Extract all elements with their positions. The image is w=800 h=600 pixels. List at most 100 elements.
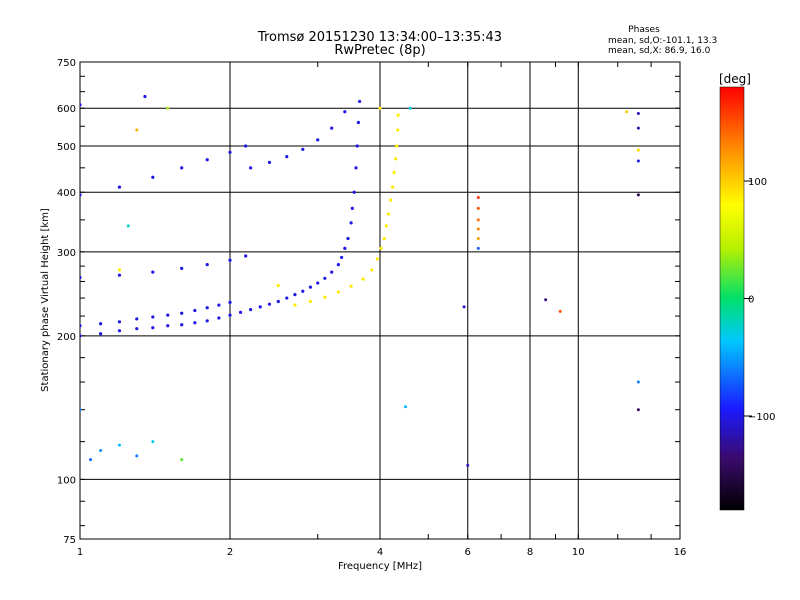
x-tick-label: 1 xyxy=(77,547,83,558)
trace-point-o xyxy=(244,144,248,148)
trace-point-o xyxy=(356,120,360,125)
colorbar xyxy=(719,86,745,511)
trace-point-x xyxy=(388,198,393,202)
scatter-point xyxy=(135,128,139,132)
y-tick-label: 75 xyxy=(63,535,76,546)
trace-point-o xyxy=(285,155,289,159)
trace-point-x xyxy=(396,128,400,132)
x-axis-label: Frequency [MHz] xyxy=(338,561,422,572)
trace-point-o xyxy=(228,300,232,305)
trace-point-x xyxy=(117,268,122,272)
trace-point-o xyxy=(354,166,358,170)
x-tick-label: 16 xyxy=(674,547,687,558)
trace-point-o xyxy=(258,305,262,309)
y-tick-label: 750 xyxy=(57,58,76,69)
trace-point-o xyxy=(99,322,103,326)
trace-point-o xyxy=(293,293,297,297)
scatter-point xyxy=(636,111,640,115)
trace-point-o xyxy=(99,332,103,336)
x-tick-label: 10 xyxy=(572,547,585,558)
trace-point-o xyxy=(151,175,155,179)
trace-point-o xyxy=(143,94,147,99)
y-tick-label: 300 xyxy=(57,248,76,259)
scatter-point xyxy=(558,309,562,313)
trace-point-o xyxy=(80,275,82,280)
minor-ticks xyxy=(79,61,681,539)
trace-point-o xyxy=(135,327,139,331)
trace-point-o xyxy=(180,166,184,170)
trace-point-o xyxy=(217,316,221,320)
trace-point-x xyxy=(378,106,382,110)
scatter-point xyxy=(476,236,480,240)
scatter-point xyxy=(476,195,480,199)
trace-point-o xyxy=(205,158,209,162)
scatter-point xyxy=(476,246,480,250)
y-tick-label: 400 xyxy=(57,188,76,199)
scatter-point xyxy=(99,448,103,452)
trace-point-o xyxy=(117,185,122,189)
trace-point-o xyxy=(352,190,356,194)
scatter-point xyxy=(625,110,629,114)
scatter-point xyxy=(80,408,82,412)
phases-note-title: Phases xyxy=(628,25,660,35)
trace-point-x xyxy=(308,299,313,304)
trace-point-o xyxy=(249,166,253,170)
scatter-point xyxy=(544,298,548,302)
scatter-point xyxy=(476,218,480,222)
trace-point-o xyxy=(316,138,320,142)
trace-point-o xyxy=(80,324,82,328)
scatter-point xyxy=(636,126,640,130)
trace-point-o xyxy=(244,254,248,258)
trace-point-o xyxy=(346,236,350,241)
trace-point-o xyxy=(330,126,334,130)
trace-point-o xyxy=(301,289,305,293)
scatter-point xyxy=(476,227,480,231)
scatter-point xyxy=(180,458,184,462)
trace-point-x xyxy=(394,157,398,161)
trace-point-o xyxy=(205,319,209,323)
y-axis-ticks: 75 100 200 300 400 500 600 750 xyxy=(57,58,76,546)
trace-point-o xyxy=(343,246,347,250)
trace-point-o xyxy=(151,270,155,274)
trace-point-x xyxy=(323,295,327,299)
trace-point-x xyxy=(375,257,379,261)
colorbar-tick-label: 100 xyxy=(748,177,767,188)
x-axis-ticks: 1 2 4 6 8 10 16 xyxy=(77,547,687,558)
scatter-point xyxy=(166,106,170,110)
trace-point-x xyxy=(382,236,386,241)
colorbar-tick-label: −100 xyxy=(748,412,775,423)
colorbar-unit: [deg] xyxy=(719,72,751,86)
x-tick-label: 2 xyxy=(227,547,233,558)
colorbar-ticks: −100 0 100 xyxy=(744,177,775,423)
trace-point-o xyxy=(166,313,170,317)
trace-point-o xyxy=(151,326,155,330)
x-tick-label: 8 xyxy=(527,547,533,558)
scatter-point xyxy=(462,305,466,309)
trace-point-o xyxy=(180,323,184,327)
trace-point-o xyxy=(228,313,232,317)
trace-point-o xyxy=(330,270,334,274)
chart-subtitle: RwPretec (8p) xyxy=(334,43,425,58)
scatter-point xyxy=(126,224,130,228)
trace-point-x xyxy=(276,283,280,288)
scatter-point xyxy=(135,454,139,458)
trace-point-o xyxy=(151,315,155,319)
phases-note-x: mean, sd,X: 86.9, 16.0 xyxy=(608,46,711,56)
trace-point-o xyxy=(193,321,197,325)
trace-point-o xyxy=(193,308,197,313)
trace-point-o xyxy=(285,296,289,300)
trace-point-o xyxy=(217,303,221,307)
trace-point-o xyxy=(301,147,305,151)
trace-point-o xyxy=(117,320,122,324)
trace-point-o xyxy=(205,263,209,267)
scatter-point xyxy=(476,206,480,210)
trace-point-o xyxy=(228,150,232,154)
trace-point-o xyxy=(340,255,344,260)
trace-point-o xyxy=(117,273,122,277)
scatter-point xyxy=(117,443,121,447)
trace-point-x xyxy=(336,290,340,294)
trace-point-o xyxy=(117,329,122,333)
trace-point-o xyxy=(336,263,340,267)
trace-point-x xyxy=(379,246,383,250)
